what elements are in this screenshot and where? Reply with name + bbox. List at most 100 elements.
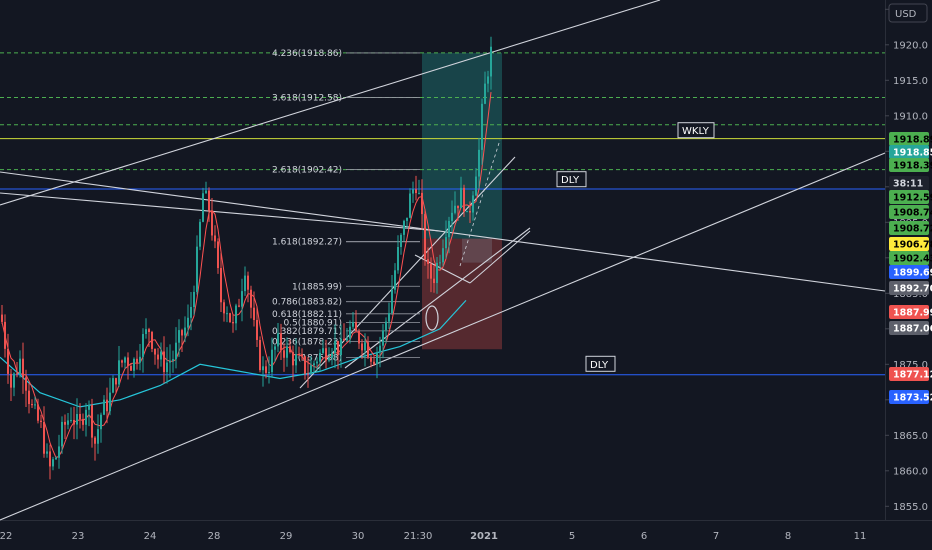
candle-body	[235, 305, 237, 324]
candle-body	[19, 358, 21, 375]
trend-line[interactable]	[0, 192, 441, 232]
y-tick-label: 1855.0	[893, 502, 928, 513]
trend-line[interactable]	[0, 0, 661, 206]
candle-body	[442, 248, 444, 263]
candle-body	[313, 363, 315, 366]
candle-body	[103, 399, 105, 415]
candle-body	[46, 451, 48, 454]
x-tick-label: 29	[280, 531, 293, 542]
candle-body	[211, 210, 213, 236]
y-tick-label: 1915.0	[893, 76, 928, 87]
price-tag-text: 1918.89	[893, 135, 932, 146]
trend-line[interactable]	[0, 152, 886, 521]
candle-body	[133, 358, 135, 371]
candle-body	[217, 241, 219, 269]
candle-body	[439, 262, 441, 264]
x-tick-label: 11	[854, 531, 867, 542]
candle-body	[463, 187, 465, 212]
candle-body	[316, 361, 318, 364]
x-tick-label: 8	[785, 531, 791, 542]
candle-body	[115, 378, 117, 385]
position-entry-marker	[462, 238, 492, 263]
candle-body	[259, 339, 261, 371]
candle-body	[151, 331, 153, 349]
candle-body	[343, 338, 345, 341]
candle-body	[70, 419, 72, 421]
candle-body	[388, 313, 390, 322]
chart-annotations[interactable]: WKLY DLY DLY	[425, 122, 715, 372]
time-axis[interactable]: 22 23 24 28 29 30 21:30 2021 5 6 7 8 11	[0, 531, 866, 542]
annotation-label[interactable]: WKLY	[677, 122, 715, 139]
price-tag-bg	[889, 145, 929, 159]
trend-line[interactable]	[344, 227, 531, 369]
price-tag-text: 1918.85	[893, 148, 932, 159]
price-tag-text: 1912.59	[893, 193, 932, 204]
candle-body	[52, 459, 54, 467]
candlesticks	[1, 36, 492, 480]
candle-body	[460, 187, 462, 209]
candle-body	[376, 352, 378, 365]
candle-body	[1, 314, 3, 322]
candle-body	[73, 419, 75, 425]
x-tick-label: 21:30	[404, 531, 433, 542]
candle-body	[67, 420, 69, 425]
price-tag-bg	[889, 281, 929, 295]
candle-body	[451, 212, 453, 221]
price-tag-bg	[889, 176, 929, 190]
candle-body	[169, 360, 171, 363]
candle-body	[97, 429, 99, 444]
candle-body	[22, 358, 24, 378]
candle-body	[25, 377, 27, 391]
candle-body	[106, 399, 108, 412]
candle-body	[130, 365, 132, 371]
candle-body	[193, 291, 195, 307]
candle-body	[307, 373, 309, 375]
candle-body	[262, 366, 264, 371]
price-tag-text: 1908.74	[893, 208, 932, 219]
price-tag: 1918.89	[889, 132, 932, 146]
candle-body	[163, 351, 165, 373]
highlight-ellipse[interactable]	[425, 305, 439, 331]
trend-line[interactable]	[414, 254, 471, 284]
candle-body	[208, 190, 210, 211]
x-tick-label: 28	[208, 531, 221, 542]
trend-line[interactable]	[459, 139, 501, 267]
currency-button[interactable]: USD	[888, 3, 928, 23]
candle-body	[379, 345, 381, 353]
trend-line[interactable]	[469, 230, 531, 284]
price-tag-bg	[889, 367, 929, 381]
position-target-zone[interactable]	[422, 52, 502, 239]
fib-level-label: 0.786(1883.82)	[272, 298, 342, 308]
candle-body	[373, 361, 375, 365]
candle-body	[190, 306, 192, 318]
trend-line[interactable]	[0, 171, 886, 292]
price-tag-text: 1902.43	[893, 254, 932, 265]
candle-body	[202, 193, 204, 222]
candle-body	[361, 343, 363, 351]
annotation-label[interactable]: DLY	[556, 171, 587, 188]
candle-body	[142, 334, 144, 357]
candle-body	[433, 278, 435, 284]
candle-body	[412, 189, 414, 194]
fib-extension-levels[interactable]: 4.236(1918.86) 3.618(1912.58) 2.618(1902.4…	[272, 49, 420, 363]
candle-body	[319, 352, 321, 362]
annotation-label[interactable]: DLY	[585, 355, 616, 372]
candle-body	[466, 210, 468, 212]
fib-level-label: 0.236(1878.23)	[272, 337, 342, 347]
candle-body	[49, 451, 51, 467]
price-tag-text: 1892.70	[893, 284, 932, 295]
candle-body	[364, 342, 366, 351]
price-tag-bg	[889, 158, 929, 172]
price-tag: 1906.78	[889, 237, 932, 251]
candle-body	[280, 333, 282, 351]
price-tag: 1899.69	[889, 265, 932, 279]
candle-body	[283, 350, 285, 358]
candle-body	[301, 354, 303, 357]
price-tag: 1918.85	[889, 145, 932, 159]
price-tag-bg	[889, 305, 929, 319]
price-tag-bg	[889, 265, 929, 279]
candle-body	[295, 354, 297, 366]
x-tick-label: 24	[144, 531, 157, 542]
